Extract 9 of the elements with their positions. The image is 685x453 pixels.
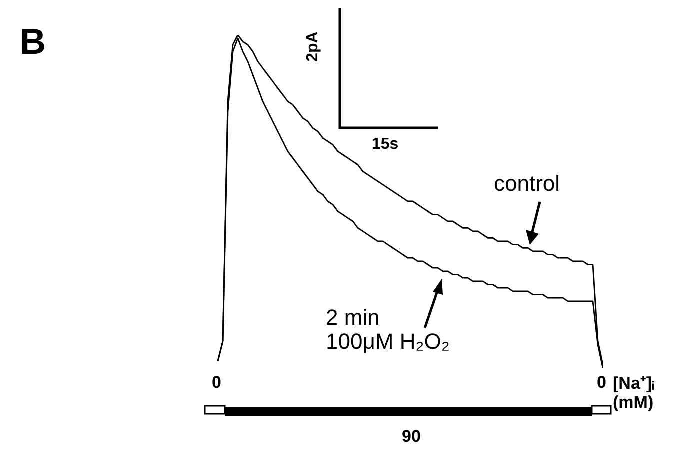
annotation: 2 min 100μM H₂O₂ — [326, 305, 450, 354]
annotation: control — [494, 171, 560, 196]
annotation: 15s — [372, 136, 399, 154]
text: [Na⁺]ᵢ (mM) — [613, 374, 654, 412]
text: 0 — [597, 373, 606, 393]
annotation: 2pA — [304, 32, 322, 62]
text: B — [20, 21, 46, 62]
text: 90 — [402, 427, 421, 447]
text: 0 — [212, 373, 222, 393]
